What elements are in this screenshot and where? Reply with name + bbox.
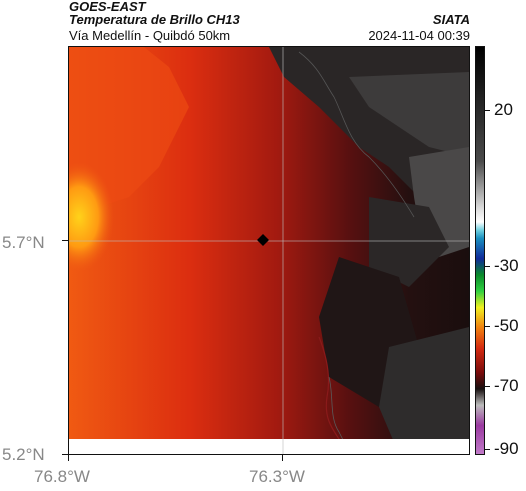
axis-tick bbox=[62, 454, 68, 455]
colorbar-tick bbox=[485, 386, 490, 387]
colorbar-label: -90 bbox=[494, 439, 519, 458]
product-title: Temperatura de Brillo CH13 bbox=[69, 12, 240, 27]
colorbar-label: -30 bbox=[494, 256, 519, 275]
longitude-axis-label: 76.8°W bbox=[34, 467, 90, 486]
datetime-label: 2024-11-04 00:39 bbox=[368, 28, 470, 43]
border-line bbox=[298, 51, 415, 218]
latitude-axis-label: 5.7°N bbox=[2, 233, 45, 252]
axis-tick bbox=[282, 455, 283, 461]
warm-region bbox=[69, 162, 114, 272]
axis-tick bbox=[62, 240, 68, 241]
longitude-axis-label: 76.3°W bbox=[249, 467, 305, 486]
no-data-strip bbox=[69, 439, 469, 454]
cold-cloud-top bbox=[369, 197, 449, 287]
colorbar bbox=[475, 46, 485, 455]
cold-cloud-top bbox=[349, 72, 469, 157]
axis-tick bbox=[68, 455, 69, 461]
colorbar-tick bbox=[485, 266, 490, 267]
latitude-axis-label: 5.2°N bbox=[2, 445, 45, 464]
colorbar-label: 20 bbox=[494, 100, 513, 119]
colorbar-scale bbox=[476, 47, 484, 454]
colorbar-label: -50 bbox=[494, 316, 519, 335]
colorbar-tick bbox=[485, 110, 490, 111]
org-label: SIATA bbox=[432, 12, 470, 27]
colorbar-tick bbox=[485, 326, 490, 327]
region-label: Vía Medellín - Quibdó 50km bbox=[69, 28, 231, 43]
colorbar-tick bbox=[485, 449, 490, 450]
satellite-map[interactable] bbox=[68, 46, 470, 455]
cold-cloud-top bbox=[379, 327, 469, 454]
satellite-title: GOES-EAST bbox=[69, 0, 146, 14]
city-marker bbox=[257, 234, 269, 246]
colorbar-label: -70 bbox=[494, 376, 519, 395]
